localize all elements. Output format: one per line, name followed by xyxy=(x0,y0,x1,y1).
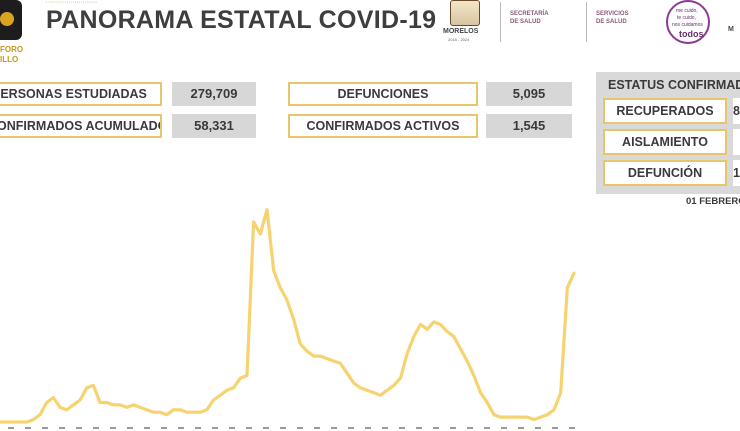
report-date: 01 FEBRERO xyxy=(686,196,740,207)
logo-divider xyxy=(586,2,587,42)
x-axis-tick xyxy=(399,427,405,429)
series-line xyxy=(0,208,576,424)
x-axis-tick xyxy=(450,427,456,429)
confirmados-acumulados-value: 58,331 xyxy=(172,114,256,138)
confirmados-acumulados-label: CONFIRMADOS ACUMULADOS xyxy=(0,114,162,138)
status-aislamiento-value xyxy=(733,129,740,155)
x-axis-tick xyxy=(552,427,558,429)
status-panel-title: ESTATUS CONFIRMADOS xyxy=(608,78,740,92)
x-axis-tick xyxy=(501,427,507,429)
x-axis-tick xyxy=(93,427,99,429)
x-axis-tick xyxy=(518,427,524,429)
state-name: MORELOS xyxy=(443,28,479,35)
chart-svg xyxy=(0,208,576,429)
x-axis-tick xyxy=(8,427,14,429)
x-axis-tick xyxy=(195,427,201,429)
state-seal-icon xyxy=(450,0,480,26)
x-axis-tick xyxy=(484,427,490,429)
x-axis-tick xyxy=(263,427,269,429)
x-axis-tick xyxy=(331,427,337,429)
x-axis-tick xyxy=(76,427,82,429)
x-axis-tick xyxy=(246,427,252,429)
x-axis-tick xyxy=(212,427,218,429)
x-axis-tick xyxy=(382,427,388,429)
secretaria-line-1: SECRETARÍA xyxy=(510,11,549,17)
logo-divider xyxy=(500,2,501,42)
brand-logo: FORO ILLO xyxy=(0,0,24,66)
top-strip-decoration: ▪▪▪▪▪▪▪▪▪▪▪▪▪▪▪▪▪▪▪▪▪▪▪▪▪ xyxy=(46,0,98,4)
status-recuperados-value: 8 xyxy=(733,98,740,124)
x-axis-tick xyxy=(433,427,439,429)
x-axis-tick xyxy=(280,427,286,429)
defunciones-value: 5,095 xyxy=(486,82,572,106)
status-recuperados-label: RECUPERADOS xyxy=(603,98,727,124)
x-axis-tick xyxy=(348,427,354,429)
campaign-line-1: me cuido, xyxy=(676,8,698,14)
campaign-line-2: te cuido, xyxy=(677,15,696,21)
personas-estudiadas-value: 279,709 xyxy=(172,82,256,106)
logo-cut-text: M xyxy=(728,26,734,33)
cases-line-chart xyxy=(0,150,600,431)
x-axis-tick xyxy=(535,427,541,429)
campaign-line-4: todos xyxy=(679,29,704,39)
campaign-line-3: nos cuidamos xyxy=(672,22,703,28)
page-title: PANORAMA ESTATAL COVID-19 xyxy=(46,6,437,34)
secretaria-line-2: DE SALUD xyxy=(510,19,541,25)
secretaria-logo: SECRETARÍA DE SALUD xyxy=(510,10,549,26)
status-panel: ESTATUS CONFIRMADOS RECUPERADOS 8 AISLAM… xyxy=(596,72,740,194)
brand-star-icon xyxy=(0,12,14,26)
x-axis-tick xyxy=(110,427,116,429)
x-axis-tick xyxy=(42,427,48,429)
servicios-line-1: SERVICIOS xyxy=(596,11,629,17)
x-axis-tick xyxy=(314,427,320,429)
x-axis-tick xyxy=(178,427,184,429)
confirmados-activos-value: 1,545 xyxy=(486,114,572,138)
confirmados-activos-label: CONFIRMADOS ACTIVOS xyxy=(288,114,478,138)
brand-line-1: FORO xyxy=(0,45,24,54)
x-axis-tick xyxy=(365,427,371,429)
brand-line-2: ILLO xyxy=(0,55,19,64)
servicios-line-2: DE SALUD xyxy=(596,19,627,25)
personas-estudiadas-label: PERSONAS ESTUDIADAS xyxy=(0,82,162,106)
defunciones-label: DEFUNCIONES xyxy=(288,82,478,106)
x-axis-tick xyxy=(416,427,422,429)
x-axis-tick xyxy=(161,427,167,429)
status-defuncion-label: DEFUNCIÓN xyxy=(603,160,727,186)
x-axis-tick xyxy=(467,427,473,429)
state-years: 2018 - 2024 xyxy=(448,37,470,42)
status-aislamiento-label: AISLAMIENTO xyxy=(603,129,727,155)
x-axis-tick xyxy=(127,427,133,429)
x-axis-tick xyxy=(229,427,235,429)
x-axis-tick xyxy=(144,427,150,429)
x-axis-tick xyxy=(297,427,303,429)
x-axis-tick xyxy=(59,427,65,429)
government-logos: MORELOS 2018 - 2024 SECRETARÍA DE SALUD … xyxy=(440,0,740,46)
x-axis-tick xyxy=(25,427,31,429)
servicios-logo: SERVICIOS DE SALUD xyxy=(596,10,629,26)
x-axis-tick xyxy=(569,427,575,429)
status-defuncion-value: 1 xyxy=(733,160,740,186)
campaign-logo: me cuido, te cuido, nos cuidamos todos xyxy=(666,0,710,44)
